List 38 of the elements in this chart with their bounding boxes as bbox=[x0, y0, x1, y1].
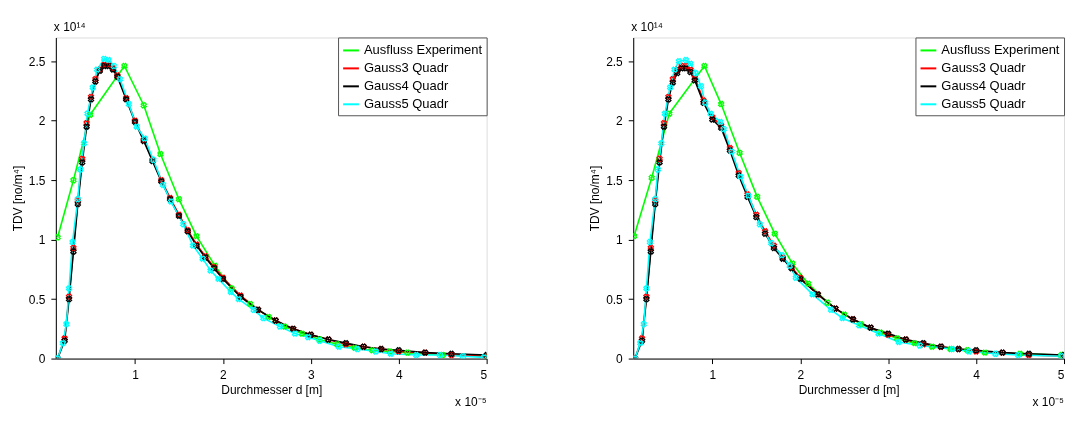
y-tick-label: 2 bbox=[38, 114, 46, 129]
y-tick-label: 0.5 bbox=[28, 292, 46, 307]
x-tick-label: 2 bbox=[220, 368, 228, 383]
y-tick-label: 2 bbox=[616, 114, 624, 129]
x-axis-title: Durchmesser d [m] bbox=[798, 382, 900, 397]
y-tick-label: 1.5 bbox=[28, 173, 46, 188]
legend-label: Ausfluss Experiment bbox=[941, 42, 1060, 58]
x-axis-title: Durchmesser d [m] bbox=[221, 382, 323, 397]
x-tick-label: 1 bbox=[709, 368, 717, 383]
x-tick-label: 5 bbox=[1057, 368, 1065, 383]
x-tick-label: 3 bbox=[307, 368, 315, 383]
text: x 10¹⁴ bbox=[53, 20, 86, 35]
legend-label: Gauss4 Quadr bbox=[941, 78, 1027, 94]
y-tick-label: 2.5 bbox=[28, 54, 46, 69]
y-tick-label: 0.5 bbox=[606, 292, 624, 307]
x-tick-label: 4 bbox=[395, 368, 403, 383]
text: x 10¹⁴ bbox=[631, 20, 663, 35]
text: x 10⁻⁵ bbox=[455, 395, 487, 410]
legend-label: Ausfluss Experiment bbox=[363, 42, 483, 58]
y-axis-title: TDV [no/m⁴] bbox=[588, 165, 603, 232]
x-tick-label: 1 bbox=[132, 368, 140, 383]
y-axis-title: TDV [no/m⁴] bbox=[10, 165, 25, 232]
legend-label: Gauss4 Quadr bbox=[363, 78, 449, 94]
y-tick-label: 1 bbox=[616, 233, 624, 248]
y-tick-label: 1 bbox=[38, 233, 46, 248]
y-tick-label: 0 bbox=[616, 352, 624, 367]
legend-label: Gauss5 Quadr bbox=[363, 96, 449, 112]
y-tick-label: 1.5 bbox=[606, 173, 624, 188]
x-tick-label: 3 bbox=[885, 368, 893, 383]
legend-label: Gauss3 Quadr bbox=[363, 60, 449, 76]
y-tick-label: 2.5 bbox=[606, 54, 624, 69]
y-tick-label: 0 bbox=[38, 352, 46, 367]
legend-label: Gauss5 Quadr bbox=[941, 96, 1027, 112]
text: x 10⁻⁵ bbox=[1032, 395, 1065, 410]
legend-label: Gauss3 Quadr bbox=[941, 60, 1027, 76]
x-tick-label: 5 bbox=[480, 368, 488, 383]
x-tick-label: 4 bbox=[973, 368, 981, 383]
x-tick-label: 2 bbox=[797, 368, 805, 383]
